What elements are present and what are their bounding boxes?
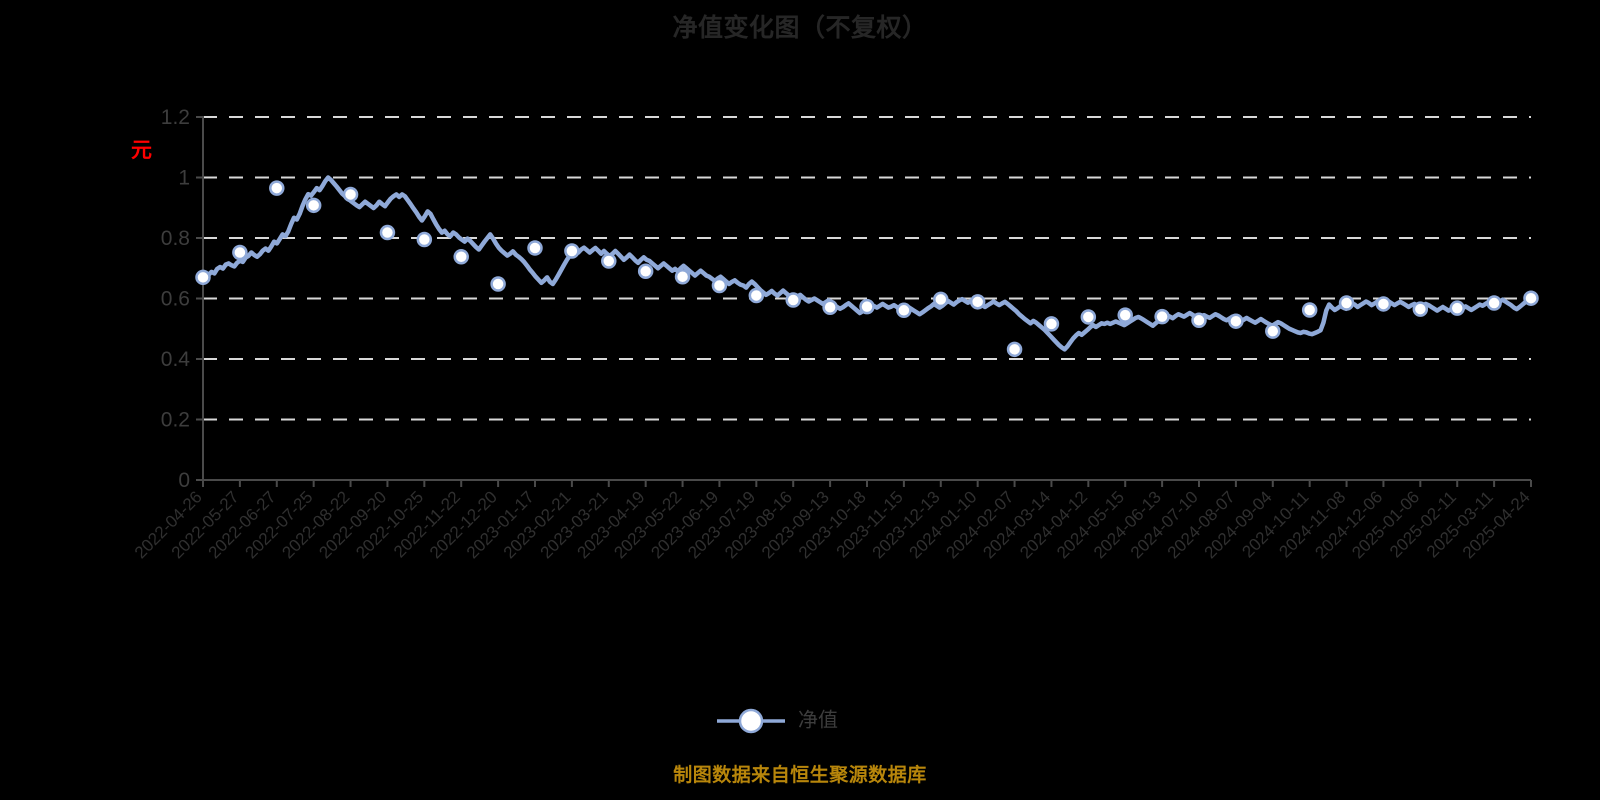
data-point-marker[interactable] [342, 186, 359, 203]
data-point-marker[interactable] [674, 268, 691, 285]
data-point-marker[interactable] [1301, 302, 1318, 318]
data-point-marker[interactable] [1191, 312, 1207, 329]
data-point-marker[interactable] [232, 244, 248, 261]
net-value-line [200, 175, 1534, 352]
gridlines-group [203, 116, 1531, 421]
footer-source-note: 制图数据来自恒生聚源数据库 [673, 765, 927, 786]
data-point-marker[interactable] [933, 291, 949, 308]
data-point-marker[interactable] [490, 276, 506, 292]
legend-group[interactable]: 净值 [717, 708, 838, 734]
data-point-marker[interactable] [1338, 295, 1355, 311]
data-point-marker[interactable] [896, 302, 912, 319]
data-point-marker[interactable] [711, 277, 728, 294]
data-point-marker[interactable] [601, 253, 617, 269]
y-tick-label: 0.2 [161, 409, 190, 432]
data-point-marker[interactable] [1412, 301, 1429, 317]
y-tick-label: 0.6 [161, 288, 190, 311]
page-title: 净值变化图（不复权） [672, 14, 928, 42]
data-point-marker[interactable] [527, 240, 543, 256]
y-tick-label: 0 [178, 469, 190, 492]
data-markers-group [195, 180, 1539, 358]
data-point-marker[interactable] [195, 269, 211, 286]
axes-group [196, 116, 1532, 487]
data-line-group [200, 175, 1534, 352]
data-point-marker[interactable] [1080, 309, 1097, 325]
y-tick-label: 0.4 [161, 348, 191, 371]
data-point-marker[interactable] [785, 292, 801, 308]
legend-label[interactable]: 净值 [798, 708, 838, 731]
data-point-marker[interactable] [379, 224, 396, 241]
y-tick-labels-group: 0 0.2 0.4 0.6 0.8 1 1.2 [161, 106, 191, 492]
data-point-marker[interactable] [1265, 323, 1281, 339]
data-point-marker[interactable] [1117, 307, 1133, 323]
y-tick-label: 0.8 [161, 227, 190, 250]
data-point-marker[interactable] [1043, 316, 1060, 332]
data-point-marker[interactable] [564, 243, 580, 259]
data-point-marker[interactable] [305, 197, 322, 214]
data-point-marker[interactable] [822, 299, 838, 316]
data-point-marker[interactable] [1375, 296, 1392, 312]
data-point-marker[interactable] [1228, 313, 1244, 329]
y-tick-label: 1 [178, 167, 190, 190]
y-axis-unit-label: 元 [131, 140, 152, 161]
data-point-marker[interactable] [748, 287, 765, 304]
data-point-marker[interactable] [453, 249, 469, 265]
data-point-marker[interactable] [637, 263, 654, 280]
data-point-marker[interactable] [1523, 290, 1539, 306]
data-point-marker[interactable] [1006, 341, 1023, 358]
data-point-marker[interactable] [416, 231, 433, 248]
data-point-marker[interactable] [969, 294, 986, 310]
y-tick-label: 1.2 [161, 106, 190, 129]
legend-marker-icon [738, 708, 764, 734]
data-point-marker[interactable] [1449, 300, 1465, 316]
data-point-marker[interactable] [269, 180, 285, 196]
data-point-marker[interactable] [859, 298, 875, 315]
x-tick-labels-group: 2022-04-262022-05-272022-06-272022-07-25… [131, 487, 1534, 562]
data-point-marker[interactable] [1154, 308, 1170, 325]
data-point-marker[interactable] [1486, 295, 1502, 311]
